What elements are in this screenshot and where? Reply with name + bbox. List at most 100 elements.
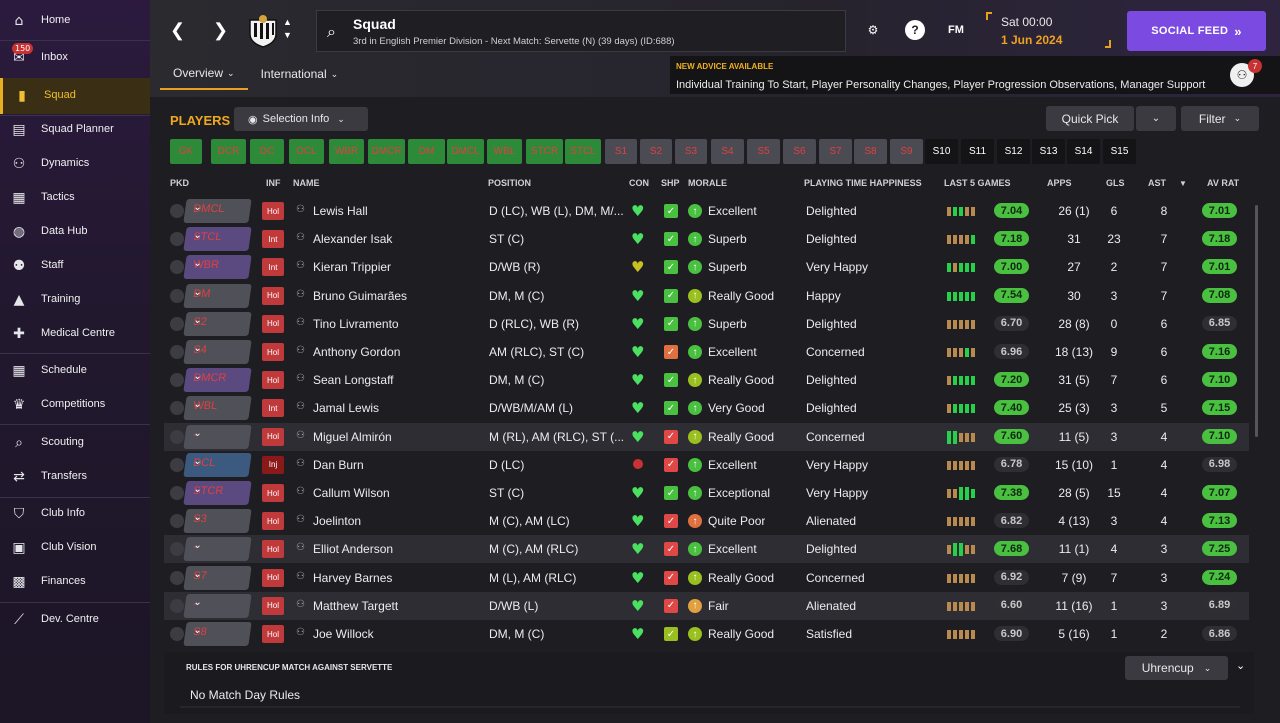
role-selector[interactable]: DMCR ⌄ (183, 368, 252, 393)
position-slot-dmcr[interactable]: DMCR (368, 139, 405, 164)
role-selector[interactable]: STCR ⌄ (183, 481, 252, 505)
table-row[interactable]: - ⌄ Hol ⚇ Matthew Targett D/WB (L) ♥ ✓ ↑ Fair Alie… (164, 591, 1249, 620)
col-con[interactable]: CON (629, 178, 649, 188)
sidebar-item-squad-planner[interactable]: ▤ Squad Planner (0, 118, 150, 142)
pick-checkbox[interactable] (170, 345, 184, 359)
player-name[interactable]: Lewis Hall (313, 204, 368, 218)
role-selector[interactable]: S4 ⌄ (183, 340, 252, 364)
sidebar-item-squad[interactable]: ▮ Squad (0, 78, 150, 114)
sidebar-item-dev-centre[interactable]: ⟋ Dev. Centre (0, 608, 150, 632)
club-switch-icon[interactable]: ▲ ▼ (283, 17, 292, 40)
player-name[interactable]: Bruno Guimarães (313, 288, 408, 303)
sidebar-item-club-info[interactable]: ⛉ Club Info (0, 502, 150, 526)
table-row[interactable]: STCL ⌄ Int ⚇ Alexander Isak ST (C) ♥ ✓ ↑ Superb De… (164, 225, 1249, 253)
col-inf[interactable]: INF (266, 178, 281, 188)
table-row[interactable]: DM ⌄ Hol ⚇ Bruno Guimarães DM, M (C) ♥ ✓ ↑ Really… (164, 282, 1249, 310)
sub-slot-s5[interactable]: S5 (747, 139, 780, 164)
role-selector[interactable]: - ⌄ (183, 593, 252, 618)
sub-slot-s15[interactable]: S15 (1103, 139, 1136, 164)
player-name[interactable]: Kieran Trippier (313, 260, 392, 275)
sidebar-item-transfers[interactable]: ⇄ Transfers (0, 465, 150, 489)
advice-banner[interactable]: NEW ADVICE AVAILABLE Individual Training… (670, 56, 1280, 94)
bug-icon[interactable]: ⚙ (867, 23, 879, 37)
sidebar-item-tactics[interactable]: ▦ Tactics (0, 186, 150, 210)
table-row[interactable]: S8 ⌄ Hol ⚇ Joe Willock DM, M (C) ♥ ✓ ↑ Really Goo… (164, 620, 1249, 648)
table-row[interactable]: S4 ⌄ Hol ⚇ Anthony Gordon AM (RLC), ST (C) ♥ ✓ ↑… (164, 338, 1249, 366)
sub-slot-s11[interactable]: S11 (961, 139, 994, 164)
col-last5[interactable]: LAST 5 GAMES (944, 178, 1011, 188)
pick-checkbox[interactable] (170, 514, 184, 529)
fm-logo-icon[interactable]: FM (948, 24, 964, 36)
player-name[interactable]: Joe Willock (313, 627, 374, 641)
sub-slot-s14[interactable]: S14 (1067, 139, 1100, 164)
role-selector[interactable]: S3 ⌄ (183, 509, 252, 534)
position-slot-dmcl[interactable]: DMCL (447, 139, 484, 164)
col-shp[interactable]: SHP (661, 178, 680, 188)
filter-dropdown[interactable]: Filter ⌄ (1181, 106, 1259, 131)
selection-info-dropdown[interactable]: ◉ Selection Info ⌄ (234, 107, 368, 131)
pick-checkbox[interactable] (170, 542, 184, 557)
position-slot-wbr[interactable]: WBR (329, 139, 364, 164)
pick-checkbox[interactable] (170, 204, 184, 218)
table-row[interactable]: - ⌄ Hol ⚇ Elliot Anderson M (C), AM (RLC) ♥ ✓ ↑ E… (164, 535, 1249, 564)
role-selector[interactable]: S2 ⌄ (183, 311, 252, 336)
role-selector[interactable]: DM ⌄ (183, 283, 252, 308)
position-slot-stcl[interactable]: STCL (565, 139, 601, 164)
table-row[interactable]: DMCL ⌄ Hol ⚇ Lewis Hall D (LC), WB (L), DM, M… (164, 197, 1249, 225)
sub-slot-s10[interactable]: S10 (925, 139, 958, 164)
sidebar-item-data-hub[interactable]: ◍ Data Hub (0, 220, 150, 244)
player-name[interactable]: Jamal Lewis (313, 401, 380, 416)
sidebar-item-training[interactable]: ▲ Training (0, 288, 150, 312)
sub-slot-s7[interactable]: S7 (819, 139, 852, 164)
sidebar-item-schedule[interactable]: ▦ Schedule (0, 359, 150, 383)
position-slot-dcr[interactable]: DCR (211, 139, 246, 164)
pick-checkbox[interactable] (170, 288, 184, 303)
col-ast[interactable]: AST (1148, 178, 1166, 188)
sub-slot-s2[interactable]: S2 (640, 139, 672, 164)
position-slot-stcr[interactable]: STCR (526, 139, 563, 164)
player-name[interactable]: Joelinton (313, 514, 362, 529)
sidebar-item-home[interactable]: ⌂ Home (0, 9, 150, 33)
sub-slot-s13[interactable]: S13 (1032, 139, 1065, 164)
position-slot-wbl[interactable]: WBL (487, 139, 522, 164)
role-selector[interactable]: S7 ⌄ (183, 565, 252, 590)
pick-checkbox[interactable] (170, 401, 184, 416)
competition-dropdown[interactable]: Uhrencup ⌄ (1125, 656, 1228, 680)
role-selector[interactable]: DCL ⌄ (183, 452, 252, 477)
role-selector[interactable]: - ⌄ (183, 537, 252, 562)
table-scrollbar[interactable] (1255, 205, 1258, 437)
pick-checkbox[interactable] (170, 260, 184, 275)
player-name[interactable]: Dan Burn (313, 457, 364, 472)
sub-slot-s4[interactable]: S4 (711, 139, 744, 164)
table-row[interactable]: DMCR ⌄ Hol ⚇ Sean Longstaff DM, M (C) ♥ ✓ ↑ Reall… (164, 366, 1249, 394)
sidebar-item-scouting[interactable]: ⌕ Scouting (0, 431, 150, 455)
col-avrat[interactable]: AV RAT (1207, 178, 1240, 188)
sidebar-item-medical-centre[interactable]: ✚ Medical Centre (0, 322, 150, 346)
role-selector[interactable]: STCL ⌄ (183, 227, 252, 252)
player-name[interactable]: Tino Livramento (313, 316, 399, 331)
quick-pick-button[interactable]: Quick Pick (1046, 106, 1134, 131)
player-name[interactable]: Sean Longstaff (313, 373, 394, 388)
player-name[interactable]: Alexander Isak (313, 232, 393, 247)
role-selector[interactable]: WBL ⌄ (183, 396, 252, 421)
col-pkd[interactable]: PKD (170, 178, 190, 188)
pick-checkbox[interactable] (170, 598, 184, 613)
pick-checkbox[interactable] (170, 486, 184, 500)
sidebar-item-inbox[interactable]: ✉ 150 Inbox (0, 43, 150, 70)
sub-slot-s9[interactable]: S9 (890, 139, 923, 164)
help-icon[interactable]: ? (905, 20, 925, 40)
player-name[interactable]: Elliot Anderson (313, 542, 394, 557)
pick-checkbox[interactable] (170, 627, 184, 641)
quick-pick-menu-button[interactable]: ⌄ (1136, 106, 1176, 131)
table-row[interactable]: STCR ⌄ Hol ⚇ Callum Wilson ST (C) ♥ ✓ ↑ Exception… (164, 479, 1249, 507)
forward-icon[interactable]: ❯ (213, 20, 229, 40)
pick-checkbox[interactable] (170, 373, 184, 388)
tab-overview[interactable]: Overview ⌄ (160, 58, 248, 90)
sub-slot-s3[interactable]: S3 (675, 139, 707, 164)
sidebar-item-club-vision[interactable]: ▣ Club Vision (0, 536, 150, 560)
player-name[interactable]: Harvey Barnes (313, 570, 393, 585)
role-selector[interactable]: - ⌄ (183, 424, 252, 449)
player-name[interactable]: Callum Wilson (313, 486, 390, 500)
pick-checkbox[interactable] (170, 232, 184, 247)
position-slot-dcl[interactable]: DCL (289, 139, 324, 164)
